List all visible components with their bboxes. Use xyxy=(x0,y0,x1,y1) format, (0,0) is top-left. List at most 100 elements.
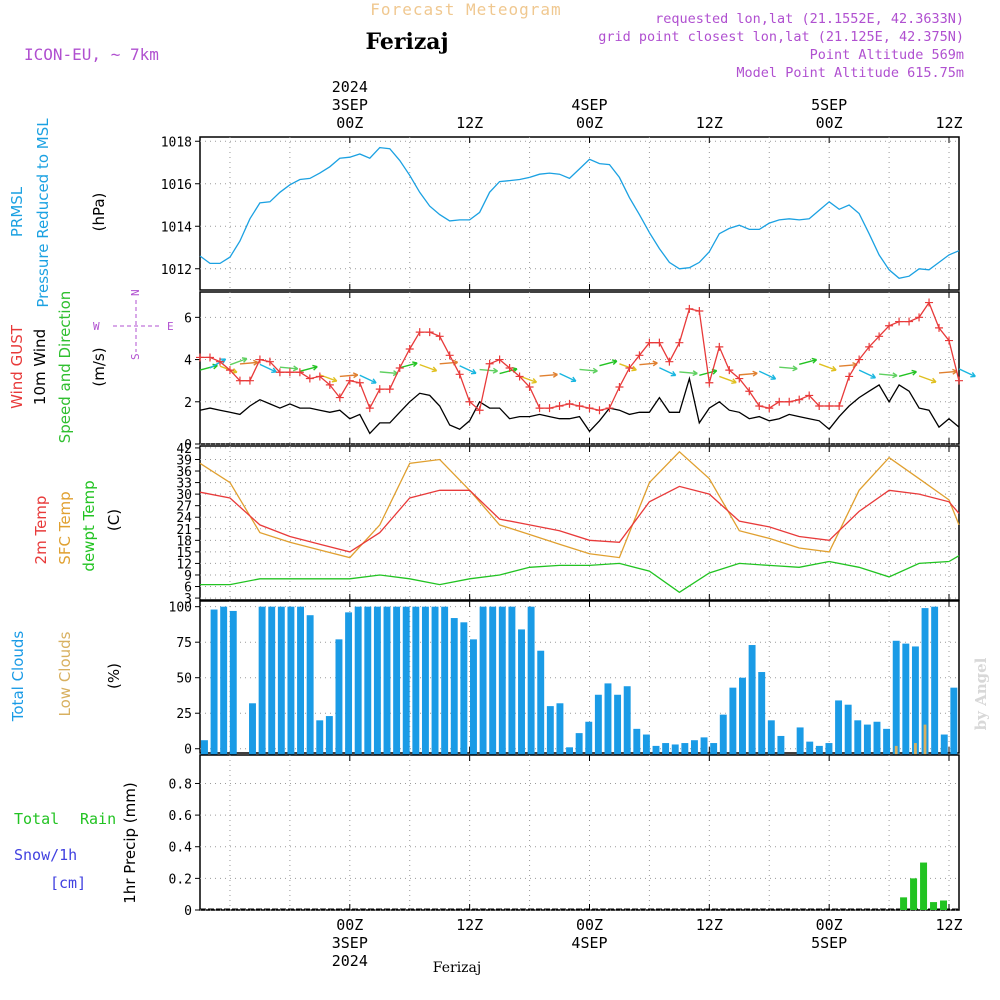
y-tick-label: 27 xyxy=(176,500,192,515)
wind-direction-arrow xyxy=(459,365,477,374)
wind-direction-arrow xyxy=(229,357,248,366)
wind-direction-arrowhead xyxy=(271,367,277,373)
total-clouds-bar xyxy=(911,646,919,755)
total-clouds-bar xyxy=(767,720,775,755)
y-tick-label: 30 xyxy=(176,488,192,503)
total-clouds-bar xyxy=(431,606,439,755)
total-clouds-bar xyxy=(421,606,429,755)
wind-unit: (m/s) xyxy=(90,347,108,386)
wind-gust-series-marker xyxy=(595,406,604,415)
wind-direction-arrow xyxy=(879,373,898,377)
total-clouds-bar xyxy=(710,743,718,755)
low-clouds-bar xyxy=(923,724,927,755)
temp-dewpt-label: dewpt Temp xyxy=(80,480,98,571)
wind-direction-arrowhead xyxy=(570,376,577,383)
total-clouds-bar xyxy=(642,734,650,755)
wind-direction-arrow xyxy=(758,370,776,380)
time-label: 12Z xyxy=(696,916,723,934)
total-clouds-bar xyxy=(402,606,410,755)
total-clouds-bar xyxy=(450,618,458,755)
wind-gust-series-marker xyxy=(915,313,924,322)
temp-2m-series xyxy=(199,485,960,553)
location-title: Ferizaj xyxy=(365,29,448,55)
y-tick-label: 42 xyxy=(176,442,192,457)
wind-gust-series-marker xyxy=(465,397,474,406)
total-clouds-bar xyxy=(815,745,823,755)
wind-direction-arrow xyxy=(339,374,358,378)
requested-point: requested lon,lat (21.1552E, 42.3633N) xyxy=(655,11,964,27)
total-clouds-bar xyxy=(546,706,554,755)
wind-gust-series-marker xyxy=(525,383,534,391)
wind-10m-series xyxy=(199,376,960,435)
wind-direction-arrowhead xyxy=(431,366,438,373)
time-label: 3SEP xyxy=(332,96,368,114)
wind-panel: 0 2 4 6 xyxy=(184,291,976,453)
wind-gust-series-marker xyxy=(895,317,904,326)
dewpt-series xyxy=(200,555,960,594)
wind-gust-series-marker xyxy=(795,395,804,404)
pressure-panel: 1012 1014 1016 1018 xyxy=(161,135,960,291)
total-clouds-bar xyxy=(383,606,391,755)
wind-gust-series-marker xyxy=(555,402,564,410)
wind-gust-series-marker xyxy=(635,351,644,360)
wind-gust-label: Wind GUST xyxy=(8,324,26,409)
wind-direction-arrow xyxy=(499,368,518,375)
total-clouds-bar xyxy=(335,639,343,755)
wind-direction-arrow xyxy=(779,366,798,370)
total-clouds-bar xyxy=(220,606,228,755)
wind-direction-arrow xyxy=(918,375,937,383)
wind-direction-arrow xyxy=(279,366,298,370)
total-clouds-bar xyxy=(854,720,862,755)
wind-direction-arrow xyxy=(359,374,377,384)
wind-gust-series-marker xyxy=(845,372,854,381)
low-clouds-label: Low Clouds xyxy=(56,631,74,716)
wind-gust-series-marker xyxy=(285,368,294,377)
y-tick-label: 50 xyxy=(176,672,192,687)
rain-bar xyxy=(930,902,938,910)
wind-gust-series-marker xyxy=(225,366,234,375)
panel-frame xyxy=(199,754,960,911)
time-label: 3SEP xyxy=(332,934,368,952)
wind-gust-series-marker xyxy=(655,338,664,347)
total-clouds-bar xyxy=(345,612,353,755)
total-clouds-bar xyxy=(681,743,689,755)
wind-gust-series-marker xyxy=(355,378,364,387)
wind-gust-series-marker xyxy=(835,402,844,410)
wind-direction-arrowhead xyxy=(352,372,359,379)
y-tick-label: 100 xyxy=(169,601,192,616)
wind-gust-series-marker xyxy=(205,353,214,362)
time-label: 12Z xyxy=(935,916,962,934)
total-clouds-bar xyxy=(921,608,929,755)
wind-direction-arrow xyxy=(209,358,226,369)
wind-direction-arrowhead xyxy=(292,365,299,372)
wind-gust-series-marker xyxy=(705,378,714,387)
wind-gust-series-marker xyxy=(395,364,404,372)
time-label: 5SEP xyxy=(811,96,847,114)
watermark: by Angel xyxy=(972,657,990,730)
total-clouds-bar xyxy=(796,727,804,755)
wind-gust-series-marker xyxy=(765,404,774,413)
wind-gust-series-marker xyxy=(505,364,514,372)
pressure-unit: (hPa) xyxy=(90,193,108,232)
rain-bar xyxy=(920,862,928,910)
wind-gust-series-marker xyxy=(785,397,794,406)
total-clouds-bar xyxy=(748,645,756,755)
wind-direction-arrowhead xyxy=(312,364,318,371)
total-clouds-bar xyxy=(585,721,593,755)
time-label: 00Z xyxy=(816,114,843,132)
total-clouds-bar xyxy=(373,606,381,755)
total-clouds-bar xyxy=(229,610,237,755)
wind-direction-arrowhead xyxy=(870,373,877,379)
total-clouds-bar xyxy=(479,606,487,755)
total-clouds-bar xyxy=(556,703,564,755)
y-tick-label: 0 xyxy=(184,438,192,453)
total-clouds-bar xyxy=(489,606,497,755)
wind-direction-arrowhead xyxy=(492,367,498,374)
rain-bar xyxy=(910,878,918,910)
wind-direction-arrowhead xyxy=(792,365,798,372)
time-label: 00Z xyxy=(576,114,603,132)
wind-gust-series-marker xyxy=(675,338,684,347)
wind-speed-dir-label: Speed and Direction xyxy=(56,291,74,444)
wind-direction-arrow xyxy=(239,361,258,365)
